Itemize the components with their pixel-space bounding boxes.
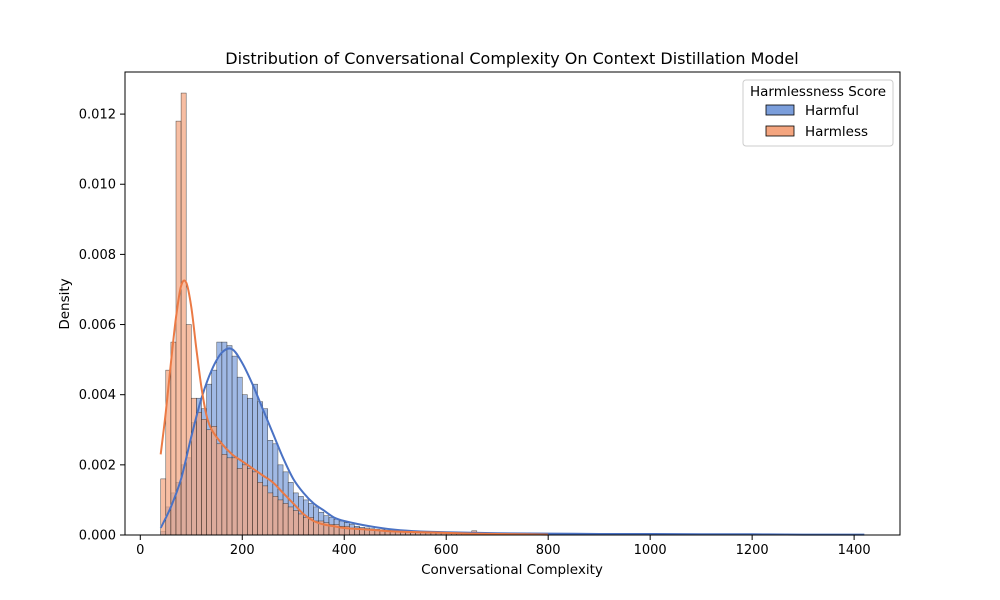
harmless-bar bbox=[175, 120, 182, 536]
harmless-bar bbox=[287, 506, 294, 536]
harmless-bar bbox=[272, 496, 279, 536]
legend-label-harmful: Harmful bbox=[805, 103, 859, 119]
harmless-bar bbox=[267, 492, 274, 536]
x-tick-label: 1200 bbox=[736, 543, 769, 558]
harmless-bar bbox=[236, 468, 243, 536]
y-tick-label: 0.012 bbox=[79, 108, 116, 123]
x-axis-ticks: 0 200 400 600 800 1000 1200 1400 bbox=[136, 535, 871, 558]
harmful-kde-line bbox=[159, 347, 865, 536]
harmless-bar bbox=[293, 510, 299, 536]
x-tick-label: 0 bbox=[136, 543, 144, 558]
harmless-kde-line bbox=[159, 279, 549, 536]
y-tick-label: 0.010 bbox=[79, 178, 116, 193]
harmless-bar bbox=[257, 482, 263, 536]
y-axis-ticks: 0.000 0.002 0.004 0.006 0.008 0.010 0.012 bbox=[79, 108, 125, 544]
harmless-bar bbox=[242, 464, 248, 536]
harmless-bars bbox=[160, 92, 559, 536]
plot-area-frame bbox=[124, 71, 901, 536]
legend-swatch-harmful bbox=[765, 104, 795, 116]
harmless-bar bbox=[282, 503, 289, 536]
y-axis-label: Density bbox=[57, 278, 73, 329]
x-tick-label: 1400 bbox=[838, 543, 871, 558]
harmless-bar bbox=[298, 513, 304, 536]
y-tick-label: 0.002 bbox=[79, 458, 116, 473]
y-tick-label: 0.004 bbox=[79, 388, 116, 403]
harmless-bar bbox=[247, 468, 253, 536]
legend-label-harmless: Harmless bbox=[805, 124, 868, 140]
legend-swatch-harmless bbox=[765, 125, 795, 137]
harmless-bar bbox=[277, 499, 284, 536]
kde-lines bbox=[159, 279, 865, 536]
x-tick-label: 400 bbox=[332, 543, 357, 558]
harmless-bar bbox=[206, 429, 212, 536]
harmless-bar bbox=[201, 419, 207, 536]
x-axis-label: Conversational Complexity bbox=[421, 562, 603, 578]
x-tick-label: 600 bbox=[434, 543, 459, 558]
legend: Harmlessness Score Harmful Harmless bbox=[742, 79, 894, 147]
harmless-bar bbox=[211, 426, 218, 536]
legend-title: Harmlessness Score bbox=[750, 84, 886, 100]
y-tick-label: 0.000 bbox=[79, 529, 116, 544]
y-tick-label: 0.006 bbox=[79, 318, 116, 333]
harmless-bar bbox=[196, 411, 202, 536]
harmless-bar bbox=[185, 324, 192, 536]
harmless-bar bbox=[252, 471, 258, 536]
y-tick-label: 0.008 bbox=[79, 248, 116, 263]
chart-title: Distribution of Conversational Complexit… bbox=[225, 49, 798, 68]
harmless-bar bbox=[303, 517, 309, 536]
harmless-bar bbox=[216, 443, 223, 536]
x-tick-label: 800 bbox=[536, 543, 561, 558]
harmless-bar bbox=[226, 457, 233, 536]
harmless-bar bbox=[221, 454, 228, 536]
x-tick-label: 1000 bbox=[634, 543, 667, 558]
harmless-bar bbox=[231, 457, 238, 536]
harmless-bar bbox=[262, 485, 269, 536]
x-tick-label: 200 bbox=[230, 543, 255, 558]
